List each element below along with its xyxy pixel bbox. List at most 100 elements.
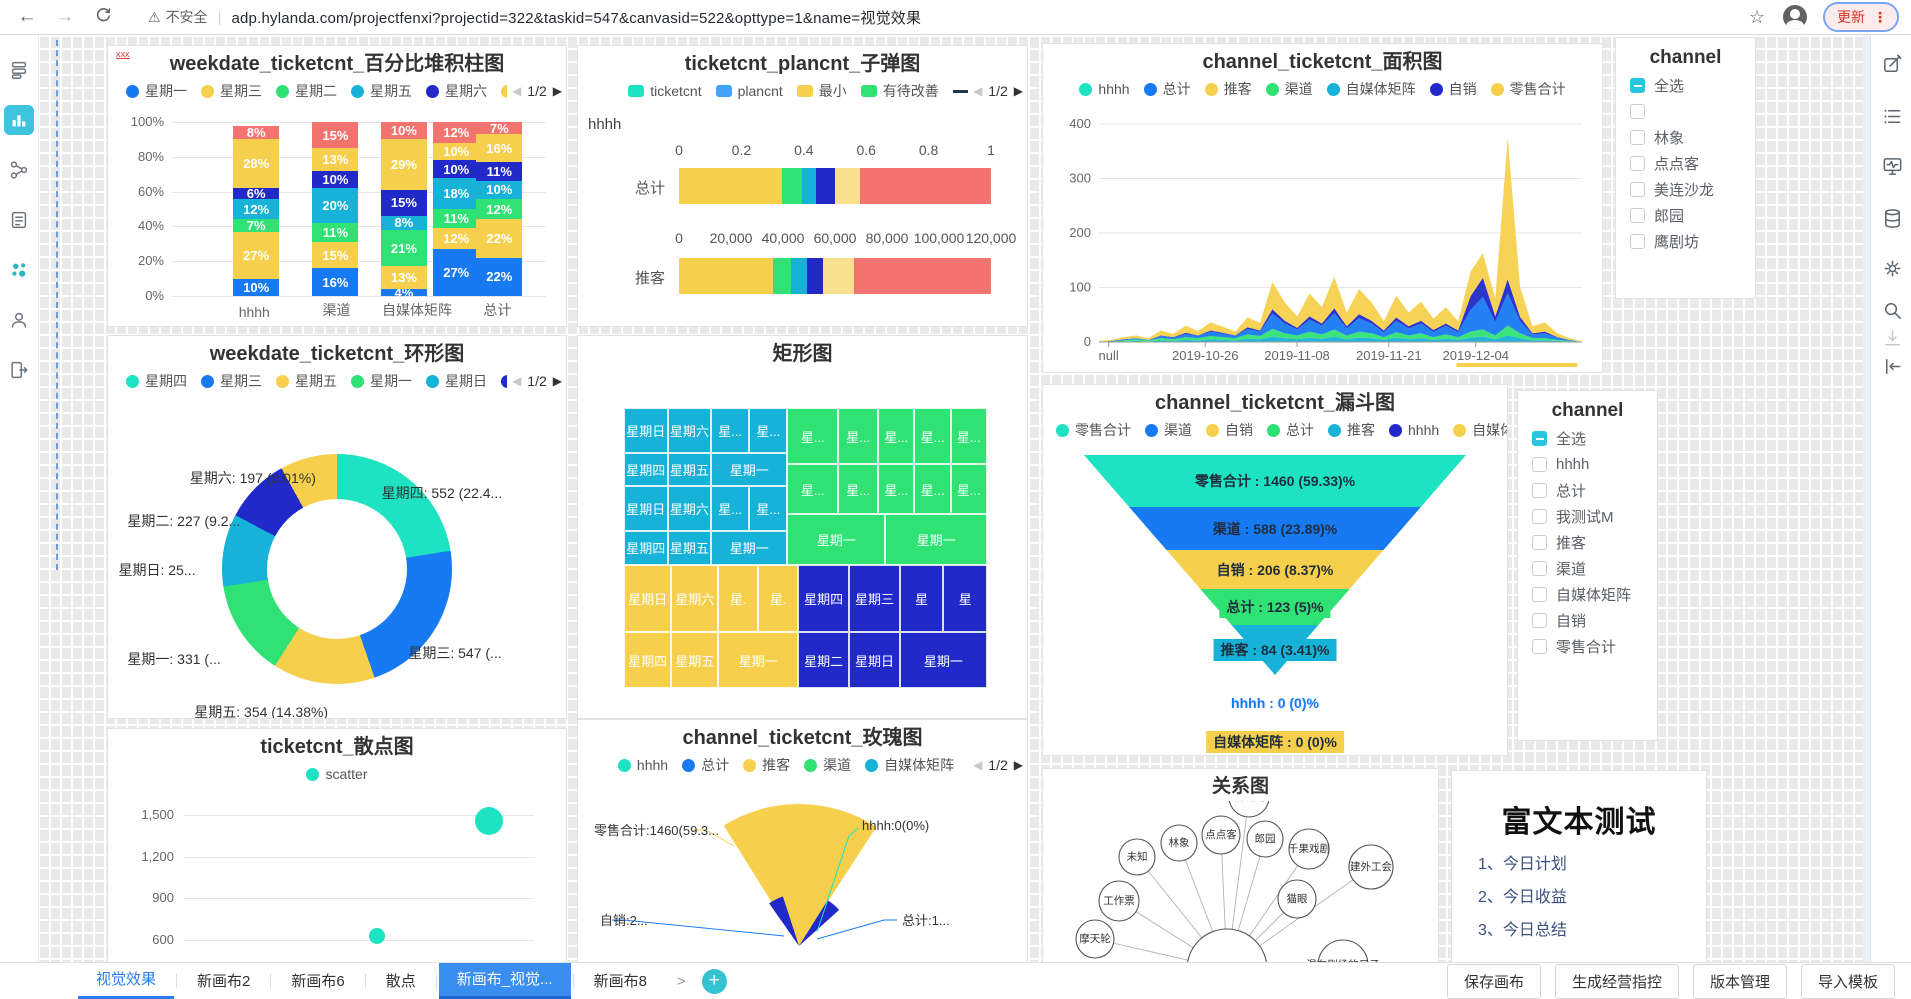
checkbox-icon[interactable]: [1532, 638, 1547, 654]
checkbox-icon[interactable]: [1532, 586, 1547, 602]
legend-item[interactable]: 星期二: [276, 77, 337, 104]
treemap-cell[interactable]: 星...: [950, 408, 987, 464]
filter-option[interactable]: 渠道: [1518, 555, 1657, 581]
filter-option[interactable]: hhhh: [1518, 451, 1657, 477]
legend-item[interactable]: 自媒体矩阵: [1453, 416, 1507, 443]
treemap-cell[interactable]: 星期日: [624, 408, 668, 453]
rose-sector[interactable]: [723, 804, 877, 946]
graph-node[interactable]: [1246, 820, 1284, 858]
bar-segment[interactable]: 12%: [433, 122, 480, 143]
filter-option[interactable]: 美连沙龙: [1616, 176, 1755, 202]
area-plot[interactable]: 400 300 200 100 0 null 2019-10-26 2019-11-08 201…: [1049, 114, 1596, 368]
bar-segment[interactable]: 27%: [233, 231, 280, 279]
area-series-teal[interactable]: [1099, 335, 1582, 342]
treemap-cell[interactable]: 星期日: [624, 486, 668, 532]
bar-segment[interactable]: 7%: [476, 122, 523, 135]
scatter-point[interactable]: [368, 927, 385, 944]
filter-option[interactable]: 鹰剧坊: [1616, 228, 1755, 254]
legend-item[interactable]: 星期四: [126, 367, 187, 394]
legend-item[interactable]: 零售合计: [1490, 75, 1566, 102]
bar-segment[interactable]: 28%: [233, 139, 280, 189]
graph-node[interactable]: [1160, 824, 1198, 862]
treemap-cell[interactable]: 星: [943, 564, 987, 632]
bar-segment[interactable]: 21%: [380, 229, 427, 267]
treemap-cell[interactable]: 星期六: [667, 486, 712, 532]
bar-segment[interactable]: [802, 168, 817, 204]
treemap-cell[interactable]: 星期日: [849, 632, 900, 688]
area-series-darkblue[interactable]: [1099, 277, 1582, 342]
checkbox-icon[interactable]: [1532, 456, 1547, 472]
area-series-blue[interactable]: [1099, 292, 1582, 342]
treemap-cell[interactable]: 星...: [749, 486, 788, 532]
bar-segment[interactable]: 12%: [433, 228, 480, 250]
bar-segment[interactable]: [781, 168, 803, 204]
bar-segment[interactable]: 15%: [380, 189, 427, 216]
filter-option[interactable]: 总计: [1518, 477, 1657, 503]
treemap-cell[interactable]: 星...: [878, 408, 915, 464]
pager-prev-icon[interactable]: ◀: [512, 84, 522, 98]
bar-segment[interactable]: [772, 258, 792, 294]
graph-node[interactable]: [1228, 801, 1270, 818]
bar-segment[interactable]: [806, 258, 823, 294]
treemap-cell[interactable]: 星期二: [798, 632, 850, 688]
bar-segment[interactable]: 16%: [312, 268, 359, 296]
graph-node[interactable]: [1277, 879, 1317, 919]
canvas-tab[interactable]: 新画布2: [197, 972, 251, 990]
graph-node[interactable]: [1118, 838, 1156, 876]
canvas-tab[interactable]: 新画布8: [593, 972, 647, 990]
legend-item[interactable]: 总计: [682, 751, 729, 778]
forward-icon[interactable]: →: [55, 6, 75, 27]
bar-segment[interactable]: 11%: [476, 162, 523, 182]
update-button[interactable]: 更新 ⋮: [1823, 2, 1899, 32]
toolbar-item-monitor[interactable]: [1879, 153, 1905, 179]
legend-item[interactable]: 推客: [743, 751, 790, 778]
bar-segment[interactable]: [679, 168, 782, 204]
treemap-cell[interactable]: 星.: [758, 564, 799, 632]
bar-segment[interactable]: 13%: [380, 266, 427, 290]
filter-option[interactable]: 我测试M: [1518, 503, 1657, 529]
stacked-bar[interactable]: 16% 15% 11% 20% 10% 13% 15%: [312, 122, 359, 296]
treemap-cell[interactable]: 星: [899, 564, 944, 632]
legend-item[interactable]: 星期三: [201, 367, 262, 394]
bar-segment[interactable]: 22%: [476, 219, 523, 258]
treemap-cell[interactable]: 星期四: [798, 564, 850, 632]
pager-prev-icon[interactable]: ◀: [973, 84, 983, 98]
legend-item[interactable]: 总计: [1143, 75, 1191, 102]
bar-segment[interactable]: [791, 258, 807, 294]
toolbar-item-settings[interactable]: [1879, 255, 1905, 281]
stacked-bar[interactable]: 22% 22% 12% 10% 11% 16% 7%: [476, 122, 523, 296]
bar-segment[interactable]: 7%: [233, 219, 280, 232]
treemap-cell[interactable]: 星期一: [711, 452, 788, 487]
filter-option[interactable]: 零售合计: [1518, 633, 1657, 659]
area-series-yellow[interactable]: [1099, 137, 1582, 342]
filter-option[interactable]: 全选: [1518, 425, 1657, 451]
legend-item[interactable]: [952, 89, 977, 93]
checkbox-icon[interactable]: [1630, 129, 1645, 145]
sidebar-item-exit[interactable]: [4, 355, 34, 385]
bar-segment[interactable]: 6%: [233, 188, 280, 199]
legend-item[interactable]: 星期日: [426, 367, 487, 394]
stacked-bar[interactable]: 10% 27% 7% 12% 6% 28% 8%: [233, 122, 280, 296]
treemap-cell[interactable]: 星期四: [624, 452, 668, 487]
treemap-cell[interactable]: 星期四: [624, 531, 668, 565]
treemap-cell[interactable]: 星期五: [667, 452, 712, 487]
legend-item[interactable]: 星期三: [201, 77, 262, 104]
chart-plot-area[interactable]: 1,500 1,200 900 600: [114, 799, 560, 958]
bar-segment[interactable]: 10%: [476, 181, 523, 199]
graph-node[interactable]: [1288, 828, 1330, 870]
bar-segment[interactable]: 10%: [380, 122, 427, 140]
legend-item[interactable]: hhhh: [1079, 75, 1130, 102]
treemap-cell[interactable]: 星期六: [667, 408, 712, 453]
bar-segment[interactable]: 11%: [433, 209, 480, 229]
bar-segment[interactable]: 10%: [433, 142, 480, 161]
treemap-cell[interactable]: 星期一: [787, 514, 886, 565]
filter-option[interactable]: 郎园: [1616, 202, 1755, 228]
bar-segment[interactable]: 22%: [476, 257, 523, 296]
bar-segment[interactable]: [816, 168, 835, 204]
stacked-bar[interactable]: 4%13%21%8%15%29%10%: [380, 122, 427, 296]
treemap-cell[interactable]: 星...: [711, 408, 750, 453]
treemap-cell[interactable]: 星期一: [885, 514, 987, 565]
pager-next-icon[interactable]: ▶: [1013, 758, 1023, 772]
bar-segment[interactable]: 18%: [433, 177, 480, 210]
chart-plot-area[interactable]: 星期日 星期六 星... 星... 星期四 星期五 星期一 星期日 星期六 星... 星... 星期四…: [624, 408, 987, 688]
